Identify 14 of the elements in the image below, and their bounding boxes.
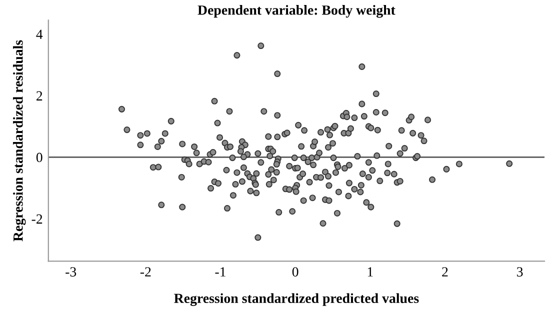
- y-tick-label: 2: [36, 91, 42, 100]
- y-tick-label: 0: [36, 152, 42, 162]
- x-tick-label: -1: [215, 267, 226, 276]
- y-tick-label: 4: [36, 30, 43, 39]
- x-tick-label: 2: [442, 267, 448, 276]
- chart-title: Dependent variable: Body weight: [198, 5, 396, 18]
- x-tick-label: 1: [368, 267, 373, 276]
- x-tick-label: -3: [66, 267, 76, 277]
- y-tick-label: -2: [32, 214, 42, 224]
- x-tick-label: 0: [292, 267, 298, 277]
- y-axis-title: Regression standardized residuals: [13, 40, 26, 242]
- x-tick-label: 3: [517, 267, 523, 277]
- x-tick-label: -2: [140, 267, 151, 276]
- x-axis-title: Regression standardized predicted values: [174, 293, 419, 306]
